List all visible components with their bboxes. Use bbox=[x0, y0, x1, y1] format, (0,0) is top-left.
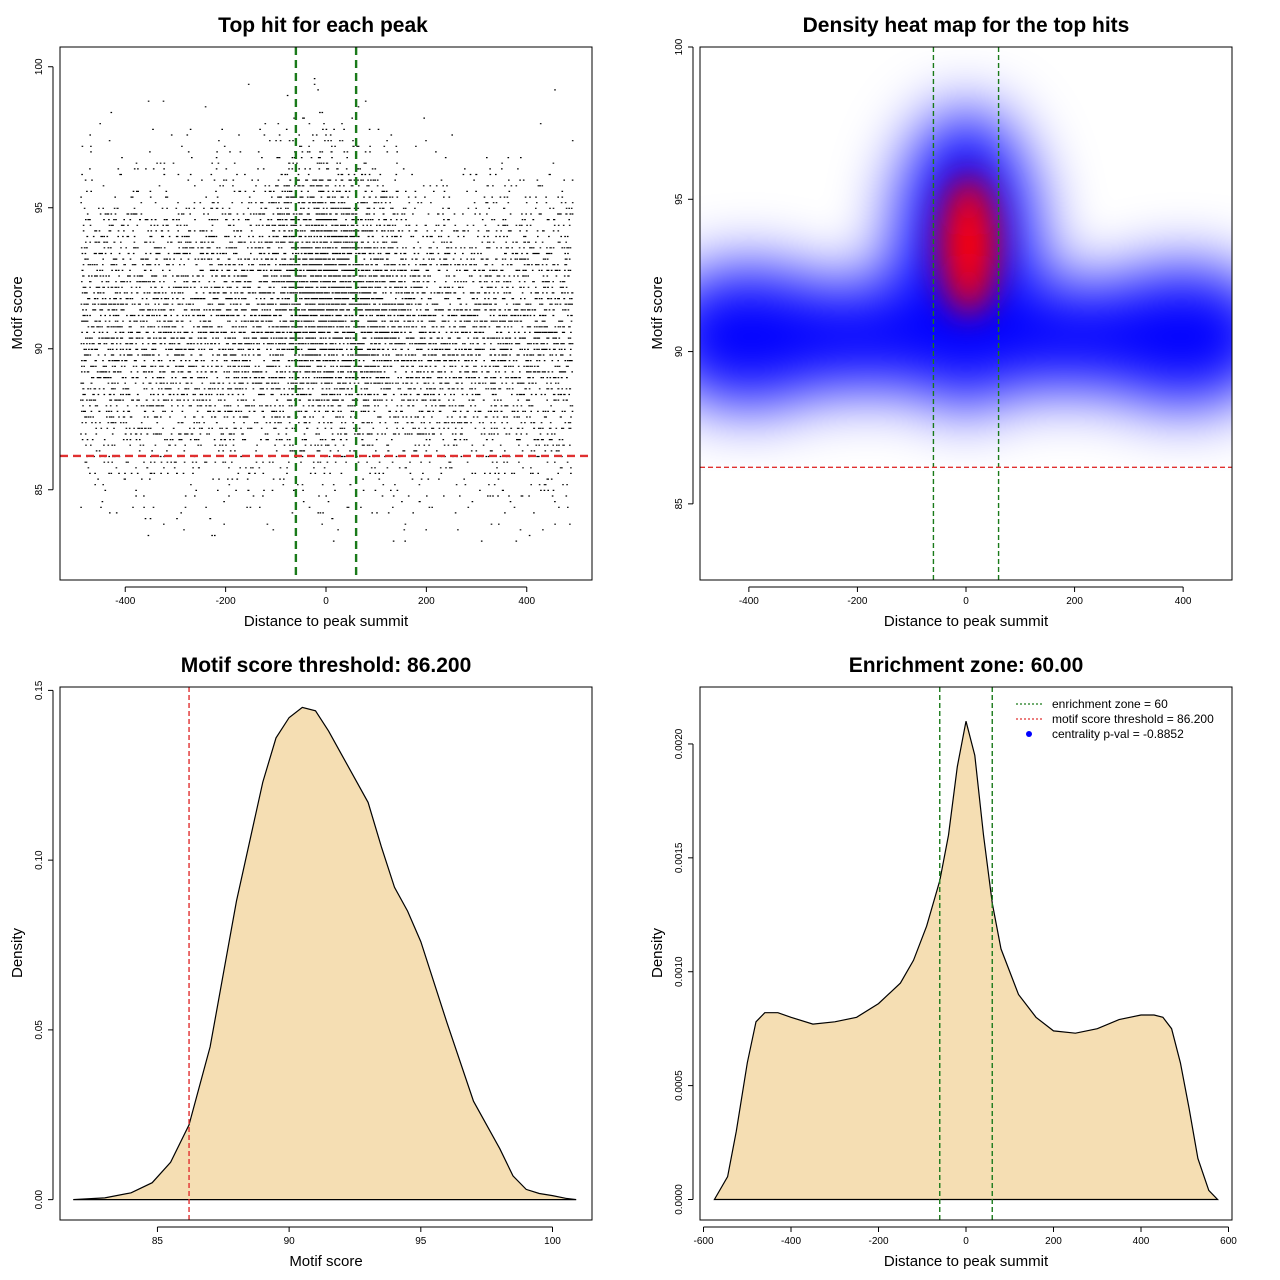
reference-lines bbox=[700, 47, 1232, 580]
heat-field bbox=[700, 47, 1232, 580]
x-axis-title: Distance to peak summit bbox=[884, 1253, 1049, 1270]
y-axis-title: Density bbox=[649, 927, 666, 978]
x-axis: -400 -200 0 200 400 bbox=[115, 586, 536, 607]
x-tick-label: 400 bbox=[1175, 596, 1192, 607]
y-tick-label: 0.0020 bbox=[674, 728, 685, 759]
reference-lines bbox=[939, 687, 993, 1220]
x-tick-label: -600 bbox=[693, 1236, 713, 1247]
x-tick-label: -200 bbox=[868, 1236, 888, 1247]
x-axis-title: Distance to peak summit bbox=[244, 613, 409, 630]
x-axis-title: Distance to peak summit bbox=[884, 613, 1049, 630]
panel-score-density: Motif score threshold: 86.200 85 90 95 100 … bbox=[9, 654, 593, 1270]
plot-frame bbox=[699, 46, 1233, 581]
density-curve bbox=[713, 721, 1220, 1201]
plot-frame bbox=[699, 686, 1233, 1221]
chart-title: Enrichment zone: 60.00 bbox=[849, 654, 1084, 677]
x-tick-label: 0 bbox=[323, 596, 329, 607]
x-tick-label: 100 bbox=[544, 1236, 561, 1247]
x-axis-title: Motif score bbox=[289, 1253, 362, 1270]
y-tick-label: 95 bbox=[34, 202, 45, 214]
legend-swatch bbox=[1026, 731, 1032, 737]
x-tick-label: 200 bbox=[1045, 1236, 1062, 1247]
y-tick-label: 90 bbox=[674, 346, 685, 358]
y-tick-label: 0.0000 bbox=[674, 1184, 685, 1215]
y-tick-label: 0.10 bbox=[34, 850, 45, 870]
x-tick-label: -400 bbox=[115, 596, 135, 607]
scatter-points bbox=[80, 78, 574, 542]
density-peak bbox=[950, 216, 987, 273]
legend-label: motif score threshold = 86.200 bbox=[1052, 712, 1214, 726]
y-tick-label: 100 bbox=[34, 58, 45, 75]
y-tick-label: 0.00 bbox=[34, 1189, 45, 1209]
y-axis: 0.00 0.05 0.10 0.15 bbox=[34, 680, 54, 1209]
y-tick-label: 0.05 bbox=[34, 1020, 45, 1040]
x-tick-label: -400 bbox=[781, 1236, 801, 1247]
density-curve bbox=[73, 706, 577, 1201]
y-axis: 85 90 95 100 bbox=[34, 58, 54, 496]
y-tick-label: 0.0010 bbox=[674, 956, 685, 987]
x-tick-label: 600 bbox=[1220, 1236, 1237, 1247]
plot-frame bbox=[59, 46, 593, 581]
x-tick-label: 85 bbox=[152, 1236, 164, 1247]
x-tick-label: -200 bbox=[847, 596, 867, 607]
point-cloud bbox=[80, 78, 574, 542]
heat-blue-layer bbox=[700, 110, 1232, 411]
y-tick-label: 85 bbox=[34, 484, 45, 496]
chart-title: Top hit for each peak bbox=[218, 14, 428, 37]
chart-title: Density heat map for the top hits bbox=[803, 14, 1130, 37]
x-axis: -600 -400 -200 0 200 400 600 bbox=[693, 1226, 1237, 1247]
y-tick-label: 90 bbox=[34, 343, 45, 355]
x-tick-label: 200 bbox=[1066, 596, 1083, 607]
panel-heatmap: Density heat map for the top hits -400 -2… bbox=[649, 14, 1233, 630]
legend-label: centrality p-val = -0.8852 bbox=[1052, 727, 1184, 741]
x-tick-label: 90 bbox=[284, 1236, 296, 1247]
y-axis: 85 90 95 100 bbox=[674, 38, 694, 510]
x-tick-label: 0 bbox=[963, 596, 969, 607]
panel-distance-density: Enrichment zone: 60.00 -600 -400 -200 0 200 4… bbox=[649, 654, 1237, 1270]
x-tick-label: 400 bbox=[518, 596, 535, 607]
legend-entry: motif score threshold = 86.200 bbox=[1016, 712, 1214, 726]
y-tick-label: 0.15 bbox=[34, 680, 45, 700]
y-axis: 0.0000 0.0005 0.0010 0.0015 0.0020 bbox=[674, 728, 694, 1215]
y-tick-label: 100 bbox=[674, 38, 685, 55]
chart-title: Motif score threshold: 86.200 bbox=[181, 654, 472, 677]
plot-frame bbox=[59, 686, 593, 1221]
x-tick-label: 400 bbox=[1133, 1236, 1150, 1247]
panel-scatter: Top hit for each peak -400 -200 0 200 400 85… bbox=[9, 14, 593, 630]
legend-entry: centrality p-val = -0.8852 bbox=[1026, 727, 1184, 741]
legend: enrichment zone = 60 motif score thresho… bbox=[1016, 697, 1214, 741]
legend-entry: enrichment zone = 60 bbox=[1016, 697, 1168, 711]
legend-label: enrichment zone = 60 bbox=[1052, 697, 1168, 711]
y-tick-label: 95 bbox=[674, 193, 685, 205]
x-tick-label: 0 bbox=[963, 1236, 969, 1247]
x-axis: -400 -200 0 200 400 bbox=[739, 586, 1192, 607]
x-axis: 85 90 95 100 bbox=[152, 1226, 561, 1247]
x-tick-label: 200 bbox=[418, 596, 435, 607]
heat-red-layer bbox=[938, 174, 999, 315]
y-tick-label: 0.0015 bbox=[674, 842, 685, 873]
y-tick-label: 0.0005 bbox=[674, 1070, 685, 1101]
y-tick-label: 85 bbox=[674, 498, 685, 510]
y-axis-title: Density bbox=[9, 927, 26, 978]
x-tick-label: -200 bbox=[216, 596, 236, 607]
reference-lines bbox=[60, 47, 592, 580]
y-axis-title: Motif score bbox=[649, 276, 666, 349]
x-tick-label: -400 bbox=[739, 596, 759, 607]
y-axis-title: Motif score bbox=[9, 276, 26, 349]
x-tick-label: 95 bbox=[415, 1236, 427, 1247]
